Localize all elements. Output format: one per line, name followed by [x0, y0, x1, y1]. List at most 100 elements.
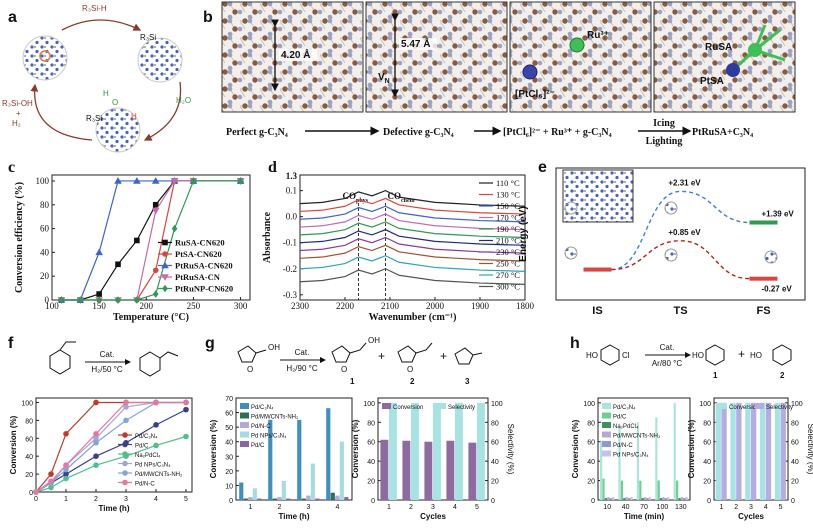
catalyst: Cat.: [100, 350, 115, 359]
legend-label: Pd/MWCNTs-NH₂: [135, 472, 183, 478]
bar: [636, 422, 640, 500]
marker: [93, 431, 99, 437]
legend-label: Pd/C: [613, 415, 627, 421]
y-tick-label: 10: [225, 483, 233, 490]
y-tick-label: 0: [371, 498, 375, 505]
panel-label: e: [538, 159, 547, 176]
marker: [134, 296, 140, 304]
intermediate: R₃Si: [140, 33, 156, 42]
x-tick-label: 0: [34, 496, 38, 503]
bar: [380, 439, 389, 500]
y-break-label: 1.3: [286, 171, 298, 181]
x-tick-label: 10: [603, 504, 611, 511]
panel-label: h: [570, 335, 580, 352]
legend-label: Pd NPs/C₃N₄: [251, 434, 287, 440]
panel-label: a: [8, 9, 17, 26]
annotation-sub: chem: [401, 198, 415, 204]
bar: [326, 408, 331, 500]
y-tick-label: 70: [225, 396, 233, 403]
product-number: 3: [465, 377, 470, 386]
bar: [780, 402, 786, 500]
arrow: [61, 19, 142, 31]
bond: [349, 342, 367, 354]
legend-label: 130 °C: [496, 190, 520, 200]
legend-label: 300 °C: [496, 282, 520, 292]
panel-label: g: [205, 335, 215, 352]
bar: [623, 498, 626, 500]
series-line: [299, 268, 526, 285]
marker: [183, 433, 189, 440]
y-axis-title: Conversion efficiency (%): [14, 182, 25, 293]
atom-label: H: [103, 89, 109, 98]
value-label: +0.85 eV: [668, 228, 701, 237]
value-label: +2.31 eV: [668, 178, 701, 187]
ru-site-label: RuSA: [705, 42, 732, 53]
series-line: [299, 236, 526, 254]
furan: [454, 347, 474, 365]
value-label: -0.27 eV: [762, 285, 793, 294]
bar: [433, 402, 441, 500]
y-tick-label: 0.1: [286, 186, 297, 196]
legend-label: Pd/C: [251, 443, 265, 449]
y2-tick-label: 80: [491, 420, 499, 427]
bar: [468, 442, 477, 500]
legend-label: PtRuNP-CN620: [175, 284, 233, 294]
x-tick-label: 3: [124, 496, 128, 503]
x-tick-label: 100: [657, 504, 669, 511]
molecule: [664, 201, 678, 215]
bar: [641, 498, 644, 500]
bar: [627, 498, 631, 500]
bar: [424, 441, 433, 500]
molecule: [564, 246, 578, 260]
x-axis-title: Temperature (°C): [113, 312, 189, 323]
x-axis-title: Time (h): [279, 512, 310, 521]
y-axis-title: Conversion (%): [209, 419, 218, 478]
y-tick-label: 0.0: [286, 212, 298, 222]
y2-tick-label: 80: [791, 420, 799, 427]
y-tick-label: 40: [367, 459, 375, 466]
bar: [330, 492, 335, 500]
plus: +: [738, 347, 745, 361]
legend-swatch: [240, 412, 249, 419]
panel-a: a R₃Si-H R₃Si H₂O R₃Si-OH + H₂ H O R₃Si …: [2, 4, 191, 153]
marker: [123, 399, 129, 406]
atom: O: [407, 365, 413, 374]
x-tick-label: 40: [622, 504, 630, 511]
x-tick-label: 2: [409, 504, 413, 511]
bond: [731, 24, 786, 72]
product: R₃Si-OH: [2, 99, 33, 108]
chart: h 0 20 40 60 80 100 Conversion (%) Time (min) 10 4…: [570, 335, 691, 521]
marker: [48, 484, 54, 491]
marker: [48, 471, 54, 477]
y-tick-label: 60: [25, 436, 33, 443]
y2-tick-label: 40: [791, 459, 799, 466]
marker: [162, 251, 168, 257]
y2-axis-title: Selectivity (%): [506, 424, 515, 475]
bar: [286, 498, 291, 500]
y-tick-label: 20: [225, 469, 233, 476]
bar: [611, 497, 615, 500]
y-tick-label: 60: [40, 224, 50, 234]
bar: [736, 402, 742, 500]
marker: [96, 296, 102, 304]
energy-level: [583, 267, 612, 272]
catalyst: [22, 35, 68, 81]
series-line: [299, 205, 526, 223]
series-line: [299, 229, 526, 246]
y-tick-label: 80: [25, 418, 33, 425]
inset: [562, 169, 634, 223]
bar: [402, 440, 411, 500]
legend-label: 230 °C: [496, 247, 520, 257]
site: [39, 50, 51, 62]
ring: [600, 344, 620, 366]
x-tick-label: 1: [64, 496, 68, 503]
legend-swatch: [240, 403, 249, 409]
bar: [760, 402, 766, 500]
bar: [715, 402, 721, 500]
bar: [662, 497, 665, 500]
legend-label: PtRuSA-CN: [175, 272, 221, 282]
legend-label: RuSA-CN620: [175, 238, 225, 248]
x-tick-label: 250: [187, 301, 201, 311]
energy-path: [611, 190, 750, 271]
bar: [646, 498, 649, 500]
